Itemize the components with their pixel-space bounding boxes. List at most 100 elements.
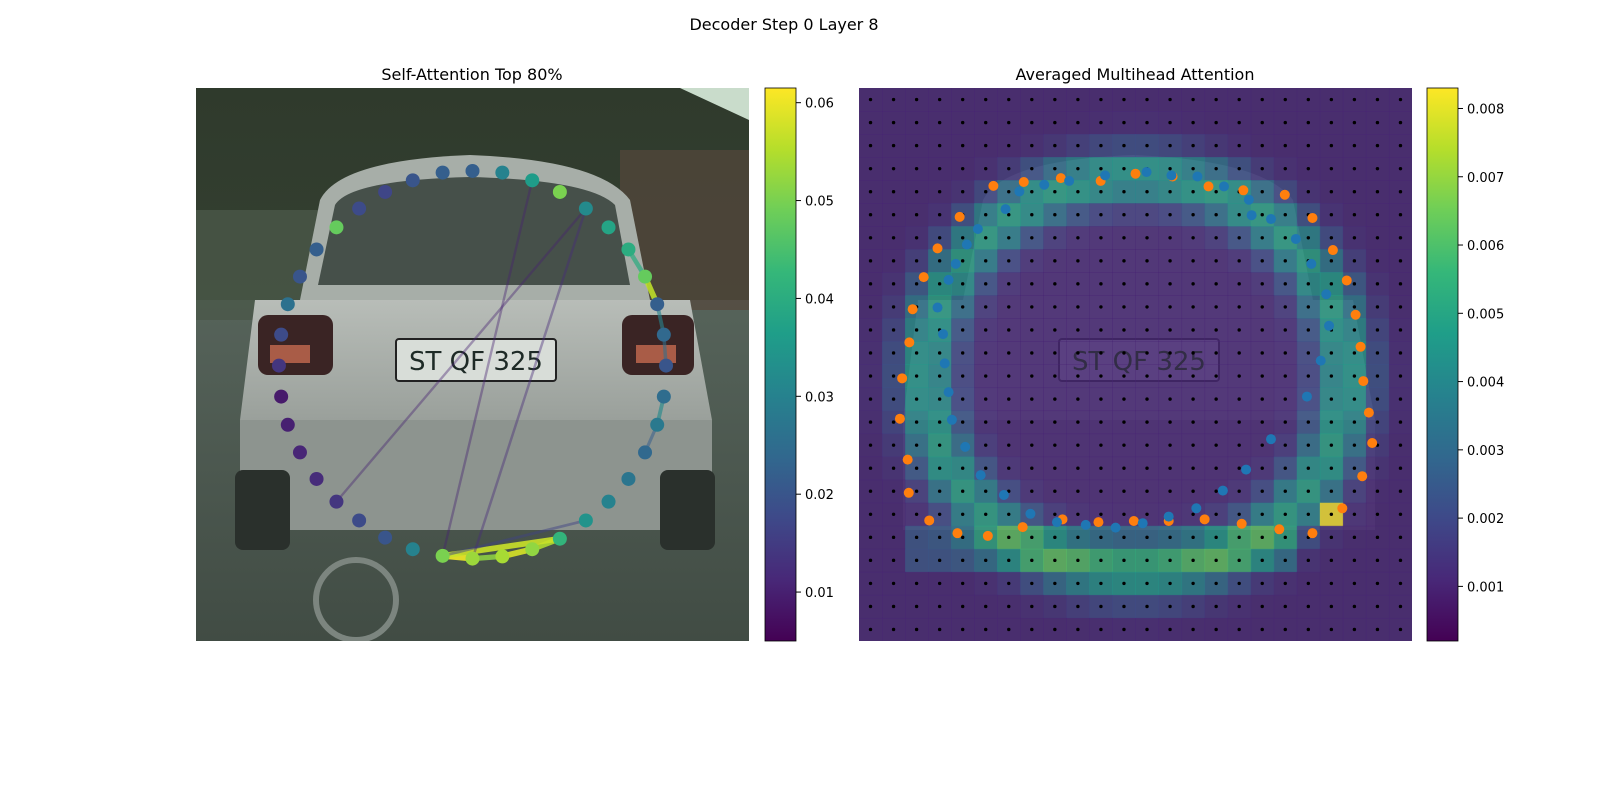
grid-dot <box>1007 282 1011 286</box>
grid-dot <box>1076 627 1080 632</box>
grid-dot <box>1168 420 1172 424</box>
grid-dot <box>1007 143 1011 148</box>
grid-dot <box>868 282 873 286</box>
grid-dot <box>984 213 988 217</box>
grid-dot <box>1053 351 1057 355</box>
grid-dot <box>960 120 965 125</box>
grid-dot <box>868 97 873 102</box>
grid-dot <box>1237 259 1241 263</box>
colorbar-tick-label: 0.06 <box>805 97 834 112</box>
grid-dot <box>1260 489 1264 493</box>
grid-dot <box>960 397 965 401</box>
attention-point <box>465 551 480 566</box>
grid-dot <box>914 236 919 240</box>
colorbar-tick-label: 0.006 <box>1467 239 1504 254</box>
grid-dot <box>1329 627 1334 632</box>
grid-dot <box>1329 166 1334 171</box>
colorbar-left-ticks: 0.01 0.02 0.03 0.04 0.05 0.06 <box>796 97 834 601</box>
grid-dot <box>1329 558 1334 563</box>
grid-dot <box>1030 282 1034 286</box>
grid-dot <box>1122 305 1126 309</box>
grid-dot <box>1168 259 1172 263</box>
colorbar-right-gradient <box>1426 87 1459 642</box>
orange-point <box>1130 168 1141 179</box>
grid-dot <box>1329 512 1334 516</box>
grid-dot <box>1283 213 1287 217</box>
attention-point <box>656 389 671 404</box>
grid-dot <box>1145 581 1149 586</box>
grid-dot <box>868 581 873 586</box>
grid-dot <box>1191 236 1195 240</box>
grid-dot <box>1099 259 1103 263</box>
grid-dot <box>960 328 965 332</box>
grid-dot <box>1329 604 1334 609</box>
blue-point <box>1051 517 1062 528</box>
grid-dot <box>1030 166 1034 171</box>
grid-dot <box>1375 581 1380 586</box>
grid-dot <box>1306 143 1311 148</box>
grid-dot <box>1283 97 1287 102</box>
grid-dot <box>891 604 896 609</box>
grid-dot <box>1053 420 1057 424</box>
attention-point <box>552 184 567 199</box>
grid-dot <box>937 512 942 516</box>
grid-dot <box>891 120 896 125</box>
orange-point <box>1327 245 1338 256</box>
blue-point <box>1191 503 1202 514</box>
blue-point <box>1039 179 1050 190</box>
grid-dot <box>1076 397 1080 401</box>
grid-dot <box>1237 581 1241 586</box>
grid-dot <box>1122 351 1126 355</box>
grid-dot <box>1122 581 1126 586</box>
grid-dot <box>1191 558 1195 563</box>
attention-link <box>439 535 563 559</box>
grid-dot <box>1352 535 1357 540</box>
grid-dot <box>937 351 942 355</box>
colorbar-tick-label: 0.03 <box>805 390 834 405</box>
grid-dot <box>914 282 919 286</box>
grid-dot <box>1214 143 1218 148</box>
grid-dot <box>1283 466 1287 470</box>
grid-dot <box>1306 466 1311 470</box>
grid-dot <box>1214 627 1218 632</box>
grid-dot <box>1191 535 1195 540</box>
grid-dot <box>1398 328 1403 332</box>
grid-dot <box>1053 535 1057 540</box>
grid-dot <box>1122 627 1126 632</box>
blue-point <box>1265 434 1276 445</box>
grid-dot <box>1030 397 1034 401</box>
grid-dot <box>1352 558 1357 563</box>
grid-dot <box>1375 397 1380 401</box>
grid-dot <box>1191 305 1195 309</box>
grid-dot <box>1122 213 1126 217</box>
grid-dot <box>914 374 919 378</box>
grid-dot <box>1145 535 1149 540</box>
grid-dot <box>1352 581 1357 586</box>
grid-dot <box>1076 328 1080 332</box>
blue-point <box>939 358 950 369</box>
grid-dot <box>1076 259 1080 263</box>
grid-dot <box>1007 259 1011 263</box>
grid-dot <box>1053 259 1057 263</box>
grid-dot <box>1099 627 1103 632</box>
grid-dot <box>914 443 919 447</box>
grid-dot <box>1375 627 1380 632</box>
grid-dot <box>891 236 896 240</box>
grid-dot <box>984 397 988 401</box>
blue-point <box>1137 518 1148 529</box>
grid-dot <box>1053 558 1057 563</box>
attention-point <box>621 471 636 486</box>
blue-point <box>1080 519 1091 530</box>
grid-dot <box>1076 143 1080 148</box>
grid-dot <box>1306 627 1311 632</box>
grid-dot <box>1283 627 1287 632</box>
grid-dot <box>1352 282 1357 286</box>
grid-dot <box>1329 397 1334 401</box>
blue-point <box>950 258 961 269</box>
grid-dot <box>937 535 942 540</box>
grid-dot <box>1030 489 1034 493</box>
svg-text:ST QF 325: ST QF 325 <box>1072 347 1206 377</box>
grid-dot <box>914 166 919 171</box>
grid-dot <box>891 282 896 286</box>
blue-point <box>1243 194 1254 205</box>
